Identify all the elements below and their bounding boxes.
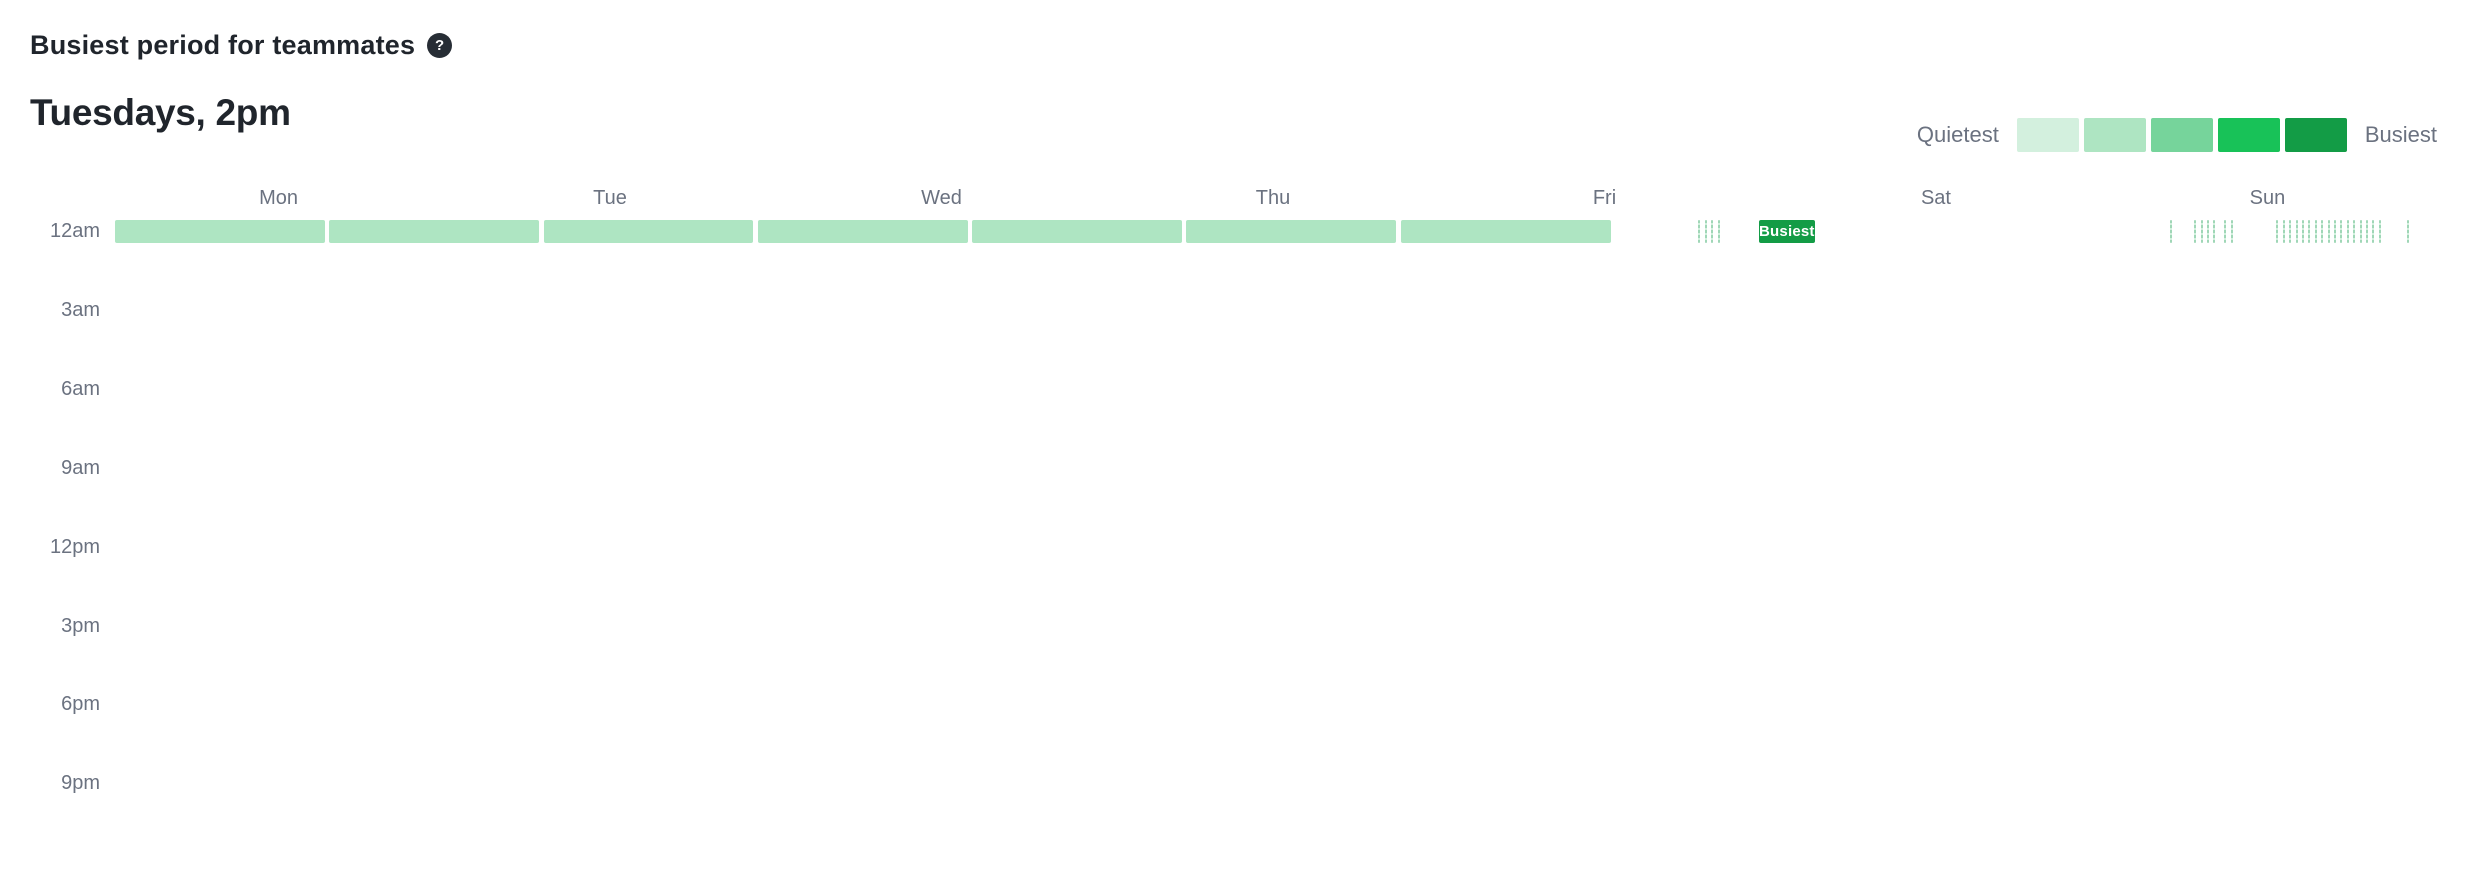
- heatmap-cell-mon-6am[interactable]: [1400, 220, 1611, 244]
- legend-swatch-level-2: [2083, 118, 2146, 152]
- heatmap-cell-sun-9am[interactable]: [2359, 220, 2362, 244]
- legend-swatch-level-3: [2150, 118, 2213, 152]
- legend-swatch-level-4: [2217, 118, 2280, 152]
- legend-color-scale: [2016, 118, 2347, 152]
- day-label-thu: Thu: [1255, 187, 1291, 209]
- heatmap-cell-sat-10pm[interactable]: [2289, 220, 2292, 244]
- heatmap-cell-tue-3am[interactable]: [1704, 220, 1707, 244]
- heatmap-cell-sun-4am[interactable]: [2327, 220, 2330, 244]
- heatmap-cell-sun-6pm[interactable]: [2407, 220, 2410, 244]
- help-icon[interactable]: ?: [427, 33, 453, 58]
- legend-swatch-level-1: [2016, 118, 2079, 152]
- day-label-sun: Sun: [2249, 187, 2286, 209]
- heatmap-cell-mon-1am[interactable]: [329, 220, 540, 244]
- heatmap-cell-tue-2pm[interactable]: Busiest: [1759, 220, 1815, 244]
- heatmap-cell-sun-10am[interactable]: [2365, 220, 2368, 244]
- heatmap-cell-sat-8pm[interactable]: [2276, 220, 2279, 244]
- day-label-sat: Sat: [1920, 187, 1951, 209]
- legend-swatch-level-5: [2284, 118, 2347, 152]
- legend-busiest-label: Busiest: [2364, 122, 2437, 147]
- heatmap: Busiest: [115, 220, 2431, 244]
- heatmap-cell-tue-5am[interactable]: [1717, 220, 1720, 244]
- heatmap-cell-sun-12pm[interactable]: [2378, 220, 2381, 244]
- heatmap-cell-fri-11pm[interactable]: [2170, 220, 2173, 244]
- heatmap-cell-mon-5am[interactable]: [1186, 220, 1397, 244]
- heatmap-cell-mon-4am[interactable]: [972, 220, 1182, 244]
- heatmap-cell-mon-2am[interactable]: [543, 220, 754, 244]
- heatmap-cell-sat-9pm[interactable]: [2282, 220, 2285, 244]
- day-label-wed: Wed: [921, 187, 962, 209]
- heatmap-cell-sun-7am[interactable]: [2346, 220, 2349, 244]
- heatmap-cell-sat-11pm[interactable]: [2295, 220, 2298, 244]
- page-title: Busiest period for teammates: [30, 30, 416, 60]
- day-label-mon: Mon: [259, 187, 298, 209]
- heatmap-cell-sun-3am[interactable]: [2321, 220, 2324, 244]
- heatmap-cell-tue-2am[interactable]: [1698, 220, 1701, 244]
- day-label-tue: Tue: [593, 187, 627, 209]
- heatmap-cell-mon-12am[interactable]: [115, 220, 325, 244]
- busiest-cell-label: Busiest: [1759, 223, 1815, 241]
- heatmap-cell-sun-5am[interactable]: [2333, 220, 2336, 244]
- heatmap-cell-tue-4am[interactable]: [1711, 220, 1714, 244]
- heatmap-cell-sat-4am[interactable]: [2194, 220, 2197, 244]
- hour-label-3pm: 3pm: [61, 614, 100, 637]
- chart-title-row: Busiest period for teammates ?: [30, 30, 453, 61]
- heatmap-cell-sun-1am[interactable]: [2308, 220, 2311, 244]
- hour-label-3am: 3am: [61, 298, 100, 321]
- heatmap-cell-sun-11am[interactable]: [2372, 220, 2375, 244]
- hour-label-12am: 12am: [49, 220, 100, 242]
- heatmap-cell-sat-9am[interactable]: [2224, 220, 2227, 244]
- heatmap-cell-sat-7am[interactable]: [2213, 220, 2216, 244]
- heatmap-cell-mon-3am[interactable]: [757, 220, 968, 244]
- heatmap-cell-sat-10am[interactable]: [2230, 220, 2233, 244]
- hour-label-12pm: 12pm: [49, 535, 100, 558]
- hour-label-9am: 9am: [61, 456, 100, 479]
- heatmap-cell-sun-6am[interactable]: [2340, 220, 2343, 244]
- day-label-fri: Fri: [1592, 187, 1617, 209]
- hour-label-6pm: 6pm: [61, 693, 100, 716]
- hour-label-6am: 6am: [61, 377, 100, 400]
- heatmap-legend: Quietest Busiest: [1917, 118, 2437, 152]
- hour-axis: 12am 3am 6am 9am 12pm 3pm 6pm 9pm: [0, 220, 100, 849]
- heatmap-cell-sat-5am[interactable]: [2200, 220, 2203, 244]
- heatmap-cell-sun-2am[interactable]: [2314, 220, 2317, 244]
- heatmap-cell-sun-12am[interactable]: [2302, 220, 2305, 244]
- heatmap-cell-sat-6am[interactable]: [2206, 220, 2209, 244]
- heatmap-cell-sun-8am[interactable]: [2353, 220, 2356, 244]
- busiest-period-value: Tuesdays, 2pm: [30, 92, 291, 133]
- day-axis: Mon Tue Wed Thu Fri Sat Sun: [115, 184, 2431, 212]
- hour-label-9pm: 9pm: [61, 772, 100, 795]
- legend-quietest-label: Quietest: [1916, 122, 1999, 147]
